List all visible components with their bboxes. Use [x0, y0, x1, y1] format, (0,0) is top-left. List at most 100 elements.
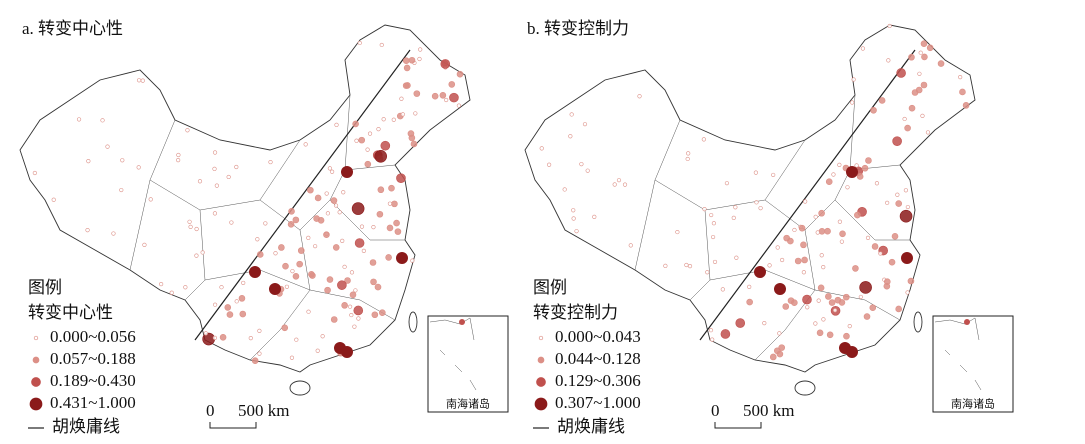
- city-dot: [188, 224, 193, 230]
- province-border: [259, 164, 396, 231]
- scale-zero: 0: [206, 401, 215, 420]
- legend-item: 0.000~0.043: [555, 327, 641, 346]
- city-dot: [410, 258, 415, 263]
- city-dot: [767, 263, 772, 268]
- city-dot: [381, 117, 386, 122]
- city-dot: [782, 303, 790, 310]
- city-dot: [777, 331, 782, 336]
- city-dot: [832, 308, 838, 313]
- city-dot: [376, 210, 384, 218]
- city-dot: [831, 172, 836, 177]
- city-dot: [920, 113, 925, 118]
- city-dot: [847, 324, 852, 329]
- city-dot: [263, 221, 268, 226]
- city-dot: [539, 146, 544, 151]
- country-outline: [524, 24, 976, 373]
- city-dot: [821, 317, 826, 322]
- city-dot: [256, 251, 264, 258]
- province-border: [634, 179, 656, 271]
- city-dot: [805, 305, 810, 310]
- city-dot: [803, 199, 808, 204]
- city-dot: [224, 304, 232, 311]
- city-dot: [439, 91, 447, 99]
- city-dot: [385, 254, 392, 261]
- city-dot: [903, 188, 909, 193]
- city-dot: [329, 169, 335, 174]
- city-dot: [733, 205, 738, 210]
- city-dot: [574, 229, 579, 234]
- city-dot: [282, 262, 289, 270]
- city-dot: [444, 97, 449, 103]
- legend-item: 0.057~0.188: [50, 349, 136, 368]
- city-dot: [148, 197, 153, 202]
- legend-line-label: 胡焕庸线: [52, 417, 120, 436]
- city-dot: [320, 334, 325, 339]
- city-dot: [251, 357, 259, 365]
- legend-item: 0.189~0.430: [50, 371, 136, 390]
- city-dot: [136, 165, 141, 170]
- city-dot: [818, 209, 825, 217]
- city-dot: [354, 238, 365, 248]
- city-dot: [349, 291, 357, 299]
- city-dot: [710, 337, 715, 342]
- city-dot: [418, 47, 423, 52]
- city-dot: [431, 92, 439, 100]
- city-dot: [440, 59, 451, 69]
- city-dot: [592, 214, 597, 219]
- city-dot: [255, 237, 260, 242]
- city-dot: [858, 294, 863, 300]
- legend-item: 0.000~0.056: [50, 327, 136, 346]
- city-dot: [622, 182, 628, 187]
- city-dot: [753, 170, 758, 175]
- city-dot: [365, 147, 370, 152]
- city-dot: [747, 284, 752, 290]
- scale-distance: 500 km: [238, 401, 289, 420]
- city-dot: [801, 256, 808, 264]
- city-dot: [628, 243, 633, 248]
- city-dot: [758, 206, 763, 211]
- city-dot: [926, 44, 934, 52]
- city-dot: [333, 203, 339, 208]
- city-dot: [229, 220, 234, 225]
- city-dot: [219, 285, 224, 290]
- city-dot: [353, 305, 364, 316]
- city-dot: [843, 332, 850, 340]
- province-border: [654, 119, 806, 211]
- city-dot: [226, 311, 234, 318]
- city-dot: [374, 149, 387, 163]
- city-dot: [239, 310, 247, 318]
- scale-distance: 500 km: [743, 401, 794, 420]
- city-dot: [870, 106, 877, 114]
- city-dot: [905, 290, 910, 295]
- city-dot: [842, 293, 850, 301]
- province-border: [344, 94, 351, 171]
- city-dot: [159, 281, 164, 287]
- city-dot: [212, 335, 217, 340]
- city-dot: [895, 192, 900, 197]
- city-dot: [176, 152, 181, 158]
- city-dot: [407, 130, 415, 137]
- city-dot: [380, 140, 391, 151]
- taiwan: [408, 311, 418, 333]
- city-dot: [794, 257, 802, 265]
- city-dot: [787, 237, 794, 245]
- city-dot: [349, 270, 355, 275]
- city-dot: [895, 200, 903, 207]
- legend-item: 0.307~1.000: [555, 393, 641, 412]
- city-dot: [839, 230, 846, 238]
- city-dot: [826, 331, 834, 339]
- province-border: [249, 229, 311, 361]
- legend-subtitle: 转变控制力: [533, 303, 618, 322]
- city-dot: [798, 224, 806, 232]
- city-dot: [762, 320, 767, 326]
- city-dot: [571, 216, 576, 221]
- city-dot: [284, 284, 290, 289]
- city-dot: [959, 88, 966, 96]
- city-dot: [379, 309, 386, 317]
- city-dot: [816, 298, 821, 303]
- city-dot: [675, 229, 680, 235]
- city-dot: [402, 57, 410, 65]
- inset-coast: [429, 317, 477, 391]
- city-dot: [349, 312, 354, 318]
